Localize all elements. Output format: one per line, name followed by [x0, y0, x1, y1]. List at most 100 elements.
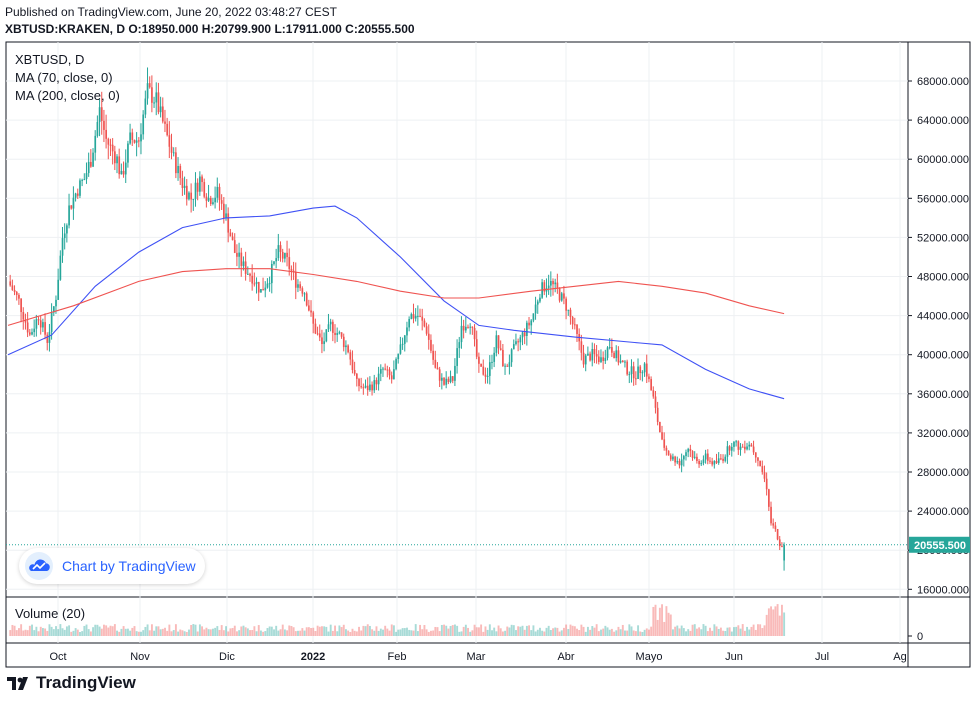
- volume-bar: [262, 631, 265, 636]
- volume-bar: [240, 626, 243, 636]
- volume-bar: [724, 631, 727, 636]
- volume-bar: [757, 624, 759, 636]
- candle-body: [175, 152, 177, 174]
- candle-body: [205, 196, 208, 201]
- chart-by-tradingview-badge[interactable]: Chart by TradingView: [19, 548, 205, 584]
- candle-body: [656, 407, 659, 422]
- volume-bar: [549, 630, 552, 636]
- volume-bar: [582, 626, 585, 636]
- candle-body: [532, 313, 535, 321]
- legend-ma70[interactable]: MA (70, close, 0): [15, 70, 113, 85]
- y-tick-label: 56000.000: [917, 193, 969, 205]
- candle-body: [48, 331, 51, 343]
- candle-body: [114, 151, 116, 164]
- volume-bar: [41, 628, 44, 636]
- volume-bar: [366, 624, 369, 636]
- volume-bar: [286, 630, 289, 636]
- candle-body: [223, 203, 225, 219]
- volume-bar: [698, 627, 701, 636]
- volume-bar: [547, 625, 550, 636]
- x-tick-label: Abr: [557, 651, 574, 663]
- candle-body: [268, 283, 271, 285]
- volume-bar: [153, 630, 156, 636]
- candle-body: [421, 316, 424, 321]
- candle-body: [273, 261, 275, 264]
- candle-body: [488, 362, 491, 376]
- volume-bar: [523, 629, 526, 636]
- volume-bar: [495, 631, 498, 636]
- candle-body: [593, 349, 596, 355]
- candle-body: [242, 261, 245, 266]
- candle-body: [214, 197, 216, 203]
- volume-bar: [717, 628, 720, 636]
- volume-bar: [462, 626, 465, 636]
- volume-bar: [15, 630, 18, 636]
- candle-body: [641, 372, 644, 374]
- candle-body: [79, 180, 81, 196]
- volume-bar: [700, 629, 703, 636]
- candle-body: [81, 179, 84, 181]
- candle-body: [332, 321, 334, 333]
- candle-body: [728, 446, 731, 451]
- candle-body: [303, 293, 306, 295]
- volume-bar: [113, 624, 116, 636]
- candle-body: [356, 373, 358, 379]
- candle-body: [26, 322, 29, 333]
- candle-body: [648, 376, 650, 380]
- candle-body: [401, 343, 404, 345]
- candle-body: [630, 366, 633, 375]
- volume-bar: [632, 630, 635, 636]
- candle-body: [495, 335, 498, 353]
- volume-bar: [74, 628, 77, 636]
- volume-bar: [111, 626, 114, 636]
- volume-bar: [709, 627, 711, 636]
- volume-bar: [665, 606, 668, 636]
- volume-bar: [504, 630, 507, 636]
- candle-body: [687, 448, 690, 453]
- volume-bar: [693, 624, 696, 636]
- candle-body: [279, 245, 282, 252]
- candle-body: [24, 319, 27, 323]
- candle-body: [399, 344, 402, 354]
- volume-bar: [783, 612, 786, 636]
- candle-body: [207, 197, 210, 201]
- candle-body: [196, 182, 199, 192]
- candle-body: [654, 396, 657, 408]
- volume-bar: [220, 625, 223, 636]
- volume-bar: [233, 625, 236, 636]
- candle-body: [120, 170, 123, 175]
- volume-bar: [205, 627, 208, 636]
- volume-bar: [713, 624, 716, 636]
- candle-body: [683, 456, 685, 460]
- candle-body: [347, 345, 349, 353]
- volume-bar: [759, 624, 762, 636]
- volume-bar: [737, 625, 740, 636]
- candle-body: [449, 376, 452, 383]
- volume-bar: [96, 624, 99, 636]
- volume-bar: [643, 629, 646, 636]
- volume-bar: [584, 631, 587, 636]
- volume-bar: [283, 629, 286, 636]
- volume-bar: [109, 625, 112, 636]
- volume-bar: [290, 625, 293, 636]
- candle-body: [369, 384, 371, 391]
- volume-bar: [515, 630, 517, 636]
- candle-body: [42, 322, 44, 328]
- candle-body: [382, 368, 384, 370]
- candle-body: [659, 421, 661, 433]
- volume-bar: [68, 625, 71, 636]
- volume-bar: [410, 630, 413, 636]
- volume-bar: [586, 626, 589, 636]
- volume-bar: [552, 628, 554, 636]
- volume-bar: [530, 630, 533, 636]
- candle-body: [375, 380, 378, 385]
- candle-body: [305, 293, 308, 306]
- candle-body: [560, 293, 563, 301]
- candle-body: [188, 192, 190, 200]
- volume-bar: [229, 628, 232, 636]
- candle-body: [408, 319, 411, 328]
- legend-ma200[interactable]: MA (200, close, 0): [15, 88, 120, 103]
- volume-bar: [246, 628, 249, 636]
- candle-body: [406, 327, 408, 336]
